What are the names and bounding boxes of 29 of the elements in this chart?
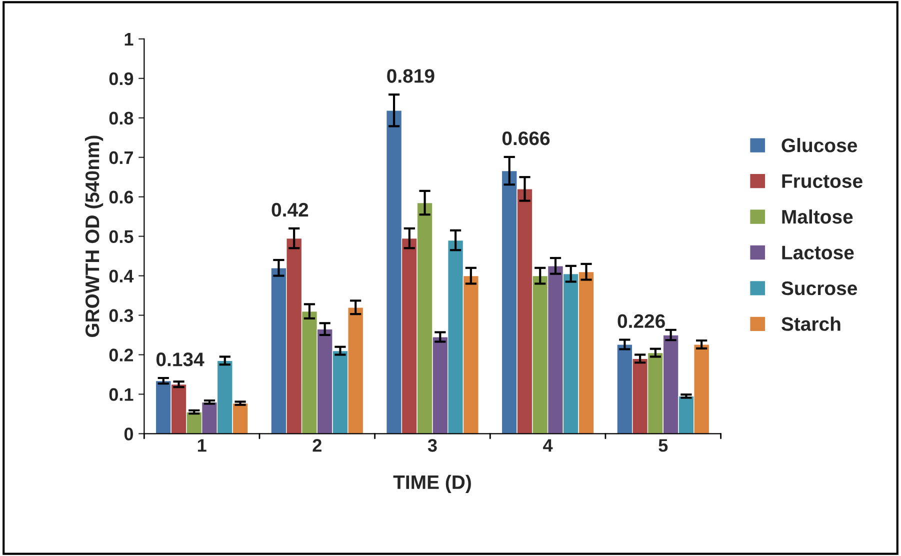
- legend-label: Lactose: [782, 246, 854, 260]
- y-tick-label: 0.6: [109, 190, 134, 204]
- data-label: 0.226: [618, 314, 665, 328]
- legend-label: Sucrose: [782, 281, 858, 296]
- y-tick-label: 0: [124, 428, 134, 440]
- x-tick-label: 2: [312, 439, 322, 452]
- data-label: 0.666: [502, 131, 550, 146]
- x-tick-label: 1: [198, 439, 206, 452]
- y-tick-label: 0.5: [109, 230, 134, 244]
- y-tick-label: 0.3: [109, 309, 134, 322]
- legend-label: Starch: [782, 316, 840, 331]
- data-label: 0.134: [156, 352, 204, 366]
- legend-label: Fructose: [782, 174, 862, 188]
- x-tick-label: 5: [658, 439, 668, 452]
- data-label: 0.42: [272, 202, 308, 217]
- y-tick-label: 0.9: [109, 72, 134, 86]
- y-tick-label: 0.8: [109, 112, 134, 125]
- x-tick-label: 3: [428, 439, 437, 452]
- legend-label: Glucose: [782, 138, 858, 152]
- y-tick-label: 0.4: [109, 270, 134, 282]
- y-tick-label: 0.2: [109, 348, 134, 362]
- y-tick-label: 0.1: [109, 388, 134, 401]
- data-label: 0.819: [387, 69, 434, 83]
- y-tick-label: 1: [124, 33, 134, 46]
- y-tick-label: 0.7: [109, 151, 133, 164]
- legend-label: Maltose: [782, 209, 853, 224]
- x-axis-title: TIME (D): [393, 474, 471, 493]
- y-axis-title: GROWTH OD (540nm): [84, 136, 104, 338]
- x-tick-label: 4: [543, 439, 553, 452]
